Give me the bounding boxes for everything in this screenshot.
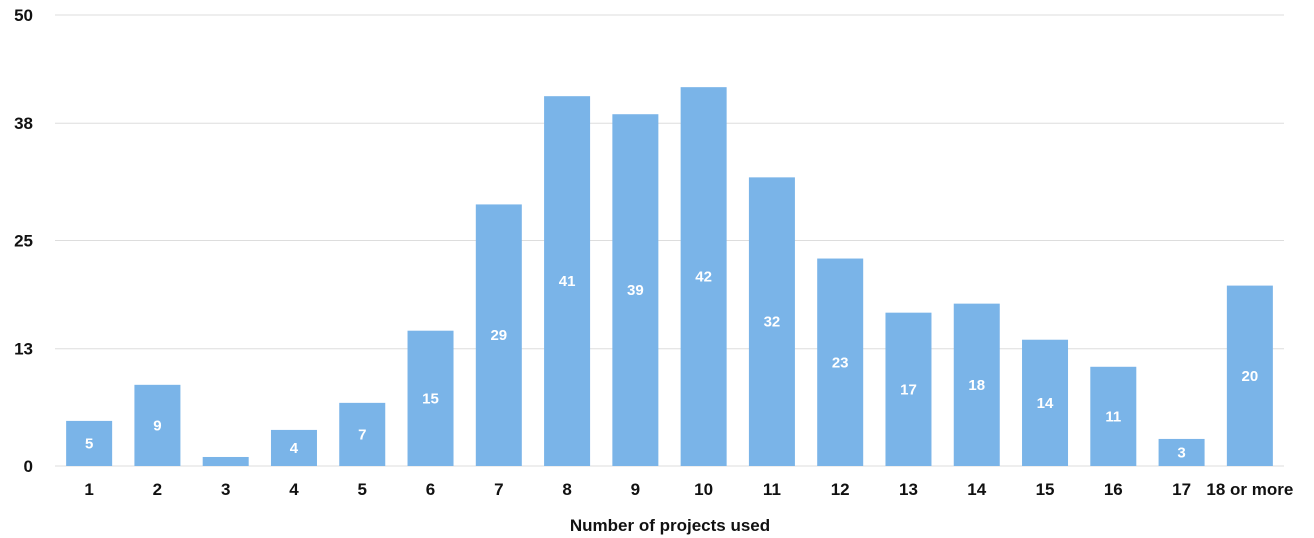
bar-data-label: 23 bbox=[832, 354, 849, 371]
x-tick-label: 17 bbox=[1172, 480, 1191, 499]
bar bbox=[270, 429, 317, 466]
bar bbox=[680, 87, 727, 466]
bar-data-label: 15 bbox=[422, 390, 439, 407]
x-tick-label: 14 bbox=[967, 480, 986, 499]
gridlines bbox=[55, 14, 1284, 467]
x-tick-label: 1 bbox=[84, 480, 93, 499]
bar-data-label: 7 bbox=[358, 426, 366, 443]
bar-data-label: 32 bbox=[764, 314, 781, 331]
bars bbox=[66, 87, 1273, 467]
bar bbox=[817, 258, 864, 466]
bar bbox=[66, 420, 113, 466]
bar-data-label: 29 bbox=[490, 327, 507, 344]
bar-data-label: 41 bbox=[559, 273, 576, 290]
bar bbox=[202, 456, 249, 466]
bar bbox=[612, 114, 659, 466]
bar-data-label: 4 bbox=[290, 440, 299, 457]
bar bbox=[1226, 285, 1273, 466]
x-tick-label: 6 bbox=[426, 480, 435, 499]
bar bbox=[407, 330, 454, 466]
bar-data-label: 11 bbox=[1105, 408, 1121, 425]
bar-data-label: 39 bbox=[627, 282, 644, 299]
bar-data-label: 5 bbox=[85, 435, 93, 452]
bar-data-labels: 5 9 4 7 15 29 41 39 42 32 23 17 18 14 11 3 20 bbox=[85, 269, 1258, 462]
bar-data-label: 42 bbox=[695, 269, 712, 286]
y-tick-label: 38 bbox=[14, 114, 33, 133]
x-tick-label: 4 bbox=[289, 480, 299, 499]
x-tick-label: 16 bbox=[1104, 480, 1123, 499]
y-tick-label: 0 bbox=[24, 457, 33, 476]
x-axis-title: Number of projects used bbox=[570, 516, 770, 535]
x-axis-ticks: 1 2 3 4 5 6 7 8 9 10 11 12 13 14 15 16 17 18 or more bbox=[84, 480, 1293, 499]
bar bbox=[339, 402, 386, 466]
x-tick-label: 9 bbox=[631, 480, 640, 499]
bar bbox=[1090, 366, 1137, 466]
x-tick-label: 18 or more bbox=[1206, 480, 1293, 499]
x-tick-label: 7 bbox=[494, 480, 503, 499]
bar-data-label: 18 bbox=[968, 377, 985, 394]
bar-data-label: 9 bbox=[153, 417, 161, 434]
bar bbox=[885, 312, 932, 466]
x-tick-label: 10 bbox=[694, 480, 713, 499]
bar bbox=[748, 177, 795, 467]
x-tick-label: 8 bbox=[562, 480, 571, 499]
bar-data-label: 14 bbox=[1037, 395, 1054, 412]
x-tick-label: 3 bbox=[221, 480, 230, 499]
x-tick-label: 13 bbox=[899, 480, 918, 499]
bar bbox=[953, 303, 1000, 466]
y-tick-label: 25 bbox=[14, 232, 33, 251]
x-tick-label: 15 bbox=[1036, 480, 1055, 499]
y-tick-label: 13 bbox=[14, 340, 33, 359]
bar-data-label: 17 bbox=[900, 381, 917, 398]
bar bbox=[1158, 438, 1205, 466]
x-tick-label: 2 bbox=[153, 480, 162, 499]
bar bbox=[475, 204, 522, 467]
y-axis-ticks: 0 13 25 38 50 bbox=[14, 6, 33, 476]
x-tick-label: 5 bbox=[358, 480, 367, 499]
bar-data-label: 3 bbox=[1177, 444, 1185, 461]
y-tick-label: 50 bbox=[14, 6, 33, 25]
bar bbox=[1022, 339, 1069, 466]
bar bbox=[544, 96, 591, 467]
bar-data-label: 20 bbox=[1242, 368, 1259, 385]
bar bbox=[134, 384, 181, 466]
x-tick-label: 11 bbox=[763, 480, 781, 499]
x-tick-label: 12 bbox=[831, 480, 850, 499]
